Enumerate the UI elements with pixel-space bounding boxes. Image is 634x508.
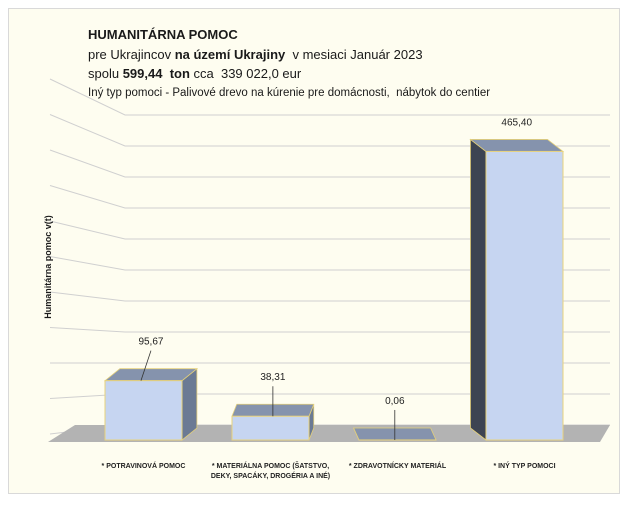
chart-title: HUMANITÁRNA POMOC: [88, 27, 238, 42]
grid-line: [49, 291, 610, 302]
subtitle-part: spolu: [88, 66, 123, 81]
x-tick-label: * MATERIÁLNA POMOC (ŠATSTVO, DEKY, SPACÁ…: [210, 463, 331, 480]
data-label: 0,06: [385, 396, 405, 407]
grid-line: [49, 256, 610, 271]
data-label: 38,31: [260, 372, 285, 383]
grid-line: [49, 327, 610, 333]
subtitle: spolu 599,44 ton cca 339 022,0 eur: [88, 66, 301, 81]
grid-line: [49, 78, 610, 116]
data-label: 95,67: [138, 337, 163, 348]
bar-side: [470, 138, 487, 441]
subtitle: pre Ukrajincov na území Ukrajiny v mesia…: [88, 47, 423, 62]
subtitle-part: na území Ukrajiny: [174, 47, 286, 62]
leader-line: [140, 350, 152, 381]
grid-line: [49, 220, 610, 240]
bar-top: [469, 139, 565, 152]
subtitle-part: pre Ukrajincov: [88, 47, 175, 62]
x-tick-label: * POTRAVINOVÁ POMOC: [101, 463, 186, 470]
bar: [104, 380, 183, 441]
x-tick-label: * INÝ TYP POMOCI: [493, 463, 556, 470]
subtitle-part: v mesiaci Január 2023: [285, 47, 423, 62]
grid-line: [49, 185, 610, 209]
x-tick-label: * ZDRAVOTNÍCKY MATERIÁL: [348, 463, 447, 470]
grid-line: [49, 149, 610, 178]
bar-top: [103, 368, 199, 382]
y-axis-label: Humanitárna pomoc v(t): [43, 215, 53, 319]
data-label: 465,40: [501, 117, 532, 128]
subtitle-part: cca 339 022,0 eur: [189, 66, 302, 81]
subtitle-part: 599,44 ton: [122, 66, 190, 81]
bar: [485, 150, 564, 441]
grid-line: [49, 114, 610, 147]
bar: [231, 415, 310, 441]
note: Iný typ pomoci - Palivové drevo na kúren…: [88, 87, 491, 99]
